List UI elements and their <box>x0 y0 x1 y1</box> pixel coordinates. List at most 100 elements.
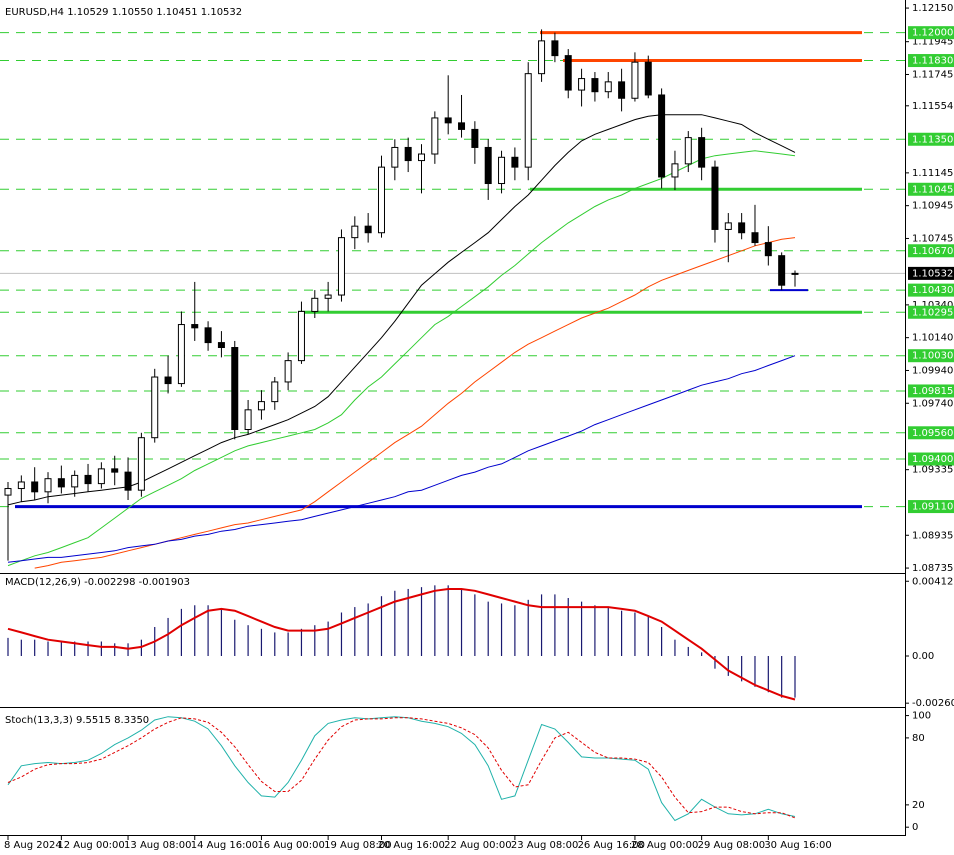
candle-body <box>524 73 532 168</box>
y-tick-label: 1.10745 <box>912 233 953 244</box>
candle-body <box>644 61 652 96</box>
y-tick-label: 1.11945 <box>912 37 953 48</box>
y-tick-label: 1.11554 <box>912 101 953 112</box>
x-tick-label: 16 Aug 00:00 <box>257 840 324 851</box>
candle-body <box>164 376 172 385</box>
candle-body <box>724 222 732 230</box>
candle-body <box>631 61 639 99</box>
level-label: 1.11350 <box>912 134 953 145</box>
candle-body <box>431 117 439 155</box>
candle-body <box>684 137 692 165</box>
candle-body <box>671 163 679 178</box>
level-label-box <box>908 426 954 440</box>
level-label: 1.10430 <box>912 285 953 296</box>
x-tick-label: 8 Aug 2024 <box>4 840 62 851</box>
level-label-box <box>908 384 954 398</box>
candle-body <box>618 81 626 99</box>
candle-body <box>564 55 572 91</box>
candle-body <box>44 478 52 493</box>
macd-title: MACD(12,26,9) -0.002298 -0.001903 <box>5 577 190 588</box>
candle-body <box>151 376 159 439</box>
level-label: 1.09400 <box>912 454 953 465</box>
x-tick-label: 26 Aug 16:00 <box>578 840 645 851</box>
stoch-signal <box>7 717 796 819</box>
candle-body <box>498 156 506 185</box>
stoch-main <box>7 716 796 822</box>
y-tick-label: 1.10340 <box>912 300 953 311</box>
candle-body <box>57 478 65 488</box>
candle-body <box>538 40 546 75</box>
level-label-box <box>908 132 954 146</box>
x-tick-label: 19 Aug 08:00 <box>324 840 391 851</box>
candle-body <box>297 310 305 362</box>
y-tick-label: 1.12150 <box>912 3 953 14</box>
candle-body <box>204 327 212 344</box>
candle-body <box>177 324 185 385</box>
y-tick-label: 1.11145 <box>912 168 953 179</box>
level-label-box <box>908 500 954 514</box>
candle-body <box>658 94 666 178</box>
candle-body <box>324 294 332 299</box>
y-tick-label: 1.10140 <box>912 333 953 344</box>
stoch-title: Stoch(13,3,3) 9.5515 8.3350 <box>5 715 149 726</box>
candle-body <box>137 437 145 491</box>
level-label: 1.09110 <box>912 502 953 513</box>
level-label-box <box>908 452 954 466</box>
y-tick-label: 1.08935 <box>912 530 953 541</box>
candle-body <box>337 237 345 296</box>
candle-body <box>284 360 292 383</box>
level-label: 1.12000 <box>912 28 953 39</box>
candle-body <box>257 401 265 411</box>
candle-body <box>778 255 786 286</box>
y-tick-label: 20 <box>912 800 925 811</box>
y-tick-label: -0.002604 <box>912 698 954 709</box>
candle-body <box>444 117 452 124</box>
level-label: 1.11045 <box>912 184 953 195</box>
candle-body <box>698 137 706 168</box>
level-label: 1.10030 <box>912 351 953 362</box>
level-label: 1.09815 <box>912 386 953 397</box>
level-label-box <box>908 305 954 319</box>
candle-body <box>244 409 252 430</box>
moving-average <box>7 150 796 567</box>
x-tick-label: 14 Aug 16:00 <box>191 840 258 851</box>
last-price-box <box>908 266 954 280</box>
candle-body <box>711 166 719 230</box>
candle-body <box>17 481 25 490</box>
y-tick-label: 100 <box>912 711 931 722</box>
candle-body <box>311 297 319 312</box>
candle-body <box>511 156 519 168</box>
candle-body <box>738 222 746 234</box>
y-tick-label: 1.09335 <box>912 465 953 476</box>
level-label: 1.11830 <box>912 56 953 67</box>
candle-body <box>111 468 119 473</box>
level-label: 1.09560 <box>912 428 953 439</box>
y-tick-label: 0 <box>912 822 918 833</box>
candle-body <box>231 347 239 431</box>
candle-body <box>591 78 599 93</box>
x-tick-label: 29 Aug 08:00 <box>698 840 765 851</box>
candle-body <box>84 474 92 485</box>
candle-body <box>31 481 39 493</box>
candle-body <box>191 324 199 329</box>
level-label-box <box>908 283 954 297</box>
candle-body <box>791 272 799 275</box>
candle-body <box>4 488 12 496</box>
x-tick-label: 20 Aug 16:00 <box>377 840 444 851</box>
candle-body <box>364 225 372 234</box>
y-tick-label: 1.09940 <box>912 365 953 376</box>
candle-body <box>751 232 759 244</box>
y-tick-label: 1.11745 <box>912 69 953 80</box>
x-tick-label: 22 Aug 00:00 <box>444 840 511 851</box>
candle-body <box>124 471 132 491</box>
candle-body <box>377 166 385 234</box>
candle-body <box>217 342 225 349</box>
y-tick-label: 1.08735 <box>912 563 953 574</box>
x-tick-label: 28 Aug 00:00 <box>631 840 698 851</box>
candle-body <box>418 153 426 162</box>
level-label-box <box>908 182 954 196</box>
level-label-box <box>908 244 954 258</box>
candle-body <box>71 474 79 488</box>
